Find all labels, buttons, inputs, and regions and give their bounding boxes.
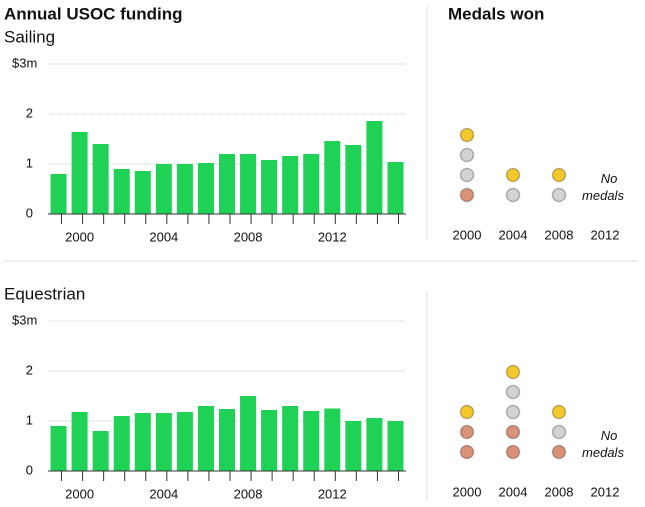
bar xyxy=(345,421,362,471)
bar xyxy=(155,413,172,471)
medal-dot xyxy=(459,404,475,420)
medal-dot xyxy=(459,127,475,143)
bar xyxy=(261,410,278,471)
bar xyxy=(387,162,404,214)
x-tick-label: 2012 xyxy=(591,227,620,242)
x-tick-label: 2004 xyxy=(499,227,528,242)
x-tick-label: 2012 xyxy=(318,229,347,244)
x-tick-label: 2012 xyxy=(591,484,620,499)
x-tick-label: 2008 xyxy=(545,484,574,499)
x-tick-label: 2008 xyxy=(234,486,263,501)
bar xyxy=(92,431,109,471)
medal-dot xyxy=(551,404,567,420)
bar xyxy=(240,154,257,214)
bar xyxy=(282,156,299,214)
bar xyxy=(366,121,383,214)
bar xyxy=(303,154,320,214)
medal-dot xyxy=(551,167,567,183)
bar xyxy=(134,413,151,471)
bar xyxy=(113,169,130,214)
bar xyxy=(113,416,130,471)
medal-dot xyxy=(459,147,475,163)
y-tick-label: 2 xyxy=(26,105,33,120)
medal-dot xyxy=(459,167,475,183)
x-tick-label: 2008 xyxy=(234,229,263,244)
x-tick-label: 2000 xyxy=(65,486,94,501)
bar xyxy=(324,408,341,471)
bar xyxy=(219,409,235,471)
bar xyxy=(324,141,341,214)
medal-dot xyxy=(505,444,521,460)
bar xyxy=(71,412,88,471)
bar xyxy=(92,144,109,214)
x-tick-label: 2004 xyxy=(499,484,528,499)
bar xyxy=(50,174,67,214)
annotation: No medals xyxy=(582,428,624,460)
y-tick-label: 0 xyxy=(26,205,33,220)
medal-dot xyxy=(459,187,475,203)
bar xyxy=(197,406,214,471)
bar xyxy=(303,411,320,471)
medal-dot xyxy=(505,187,521,203)
y-tick-label: $3m xyxy=(12,55,37,70)
medal-dot xyxy=(459,424,475,440)
bar xyxy=(387,421,404,471)
x-tick-label: 2008 xyxy=(545,227,574,242)
bar xyxy=(134,171,151,214)
y-tick-label: 1 xyxy=(26,155,33,170)
y-tick-label: $3m xyxy=(12,312,37,327)
medal-dot xyxy=(551,424,567,440)
bar xyxy=(155,164,172,214)
header-title: Annual USOC funding xyxy=(4,4,182,23)
y-tick-label: 2 xyxy=(26,362,33,377)
bar xyxy=(71,132,88,214)
bar xyxy=(50,426,67,471)
bar xyxy=(366,418,383,471)
annotation: No medals xyxy=(582,171,624,203)
x-tick-label: 2000 xyxy=(453,484,482,499)
bar xyxy=(261,160,278,214)
x-tick-label: 2004 xyxy=(149,229,178,244)
bar xyxy=(176,412,193,471)
medal-dot xyxy=(551,187,567,203)
y-tick-label: 1 xyxy=(26,412,33,427)
header-title: Medals won xyxy=(448,4,544,23)
medal-dot xyxy=(551,444,567,460)
medal-dot xyxy=(459,444,475,460)
medal-dot xyxy=(505,404,521,420)
bar xyxy=(282,406,299,471)
x-tick-label: 2004 xyxy=(149,486,178,501)
y-tick-label: 0 xyxy=(26,462,33,477)
panel-title: Sailing xyxy=(4,27,55,46)
x-tick-label: 2012 xyxy=(318,486,347,501)
bar xyxy=(240,396,257,471)
x-tick-label: 2000 xyxy=(65,229,94,244)
bar xyxy=(197,163,214,214)
medal-dot xyxy=(505,424,521,440)
medal-dot xyxy=(505,364,521,380)
medal-dot xyxy=(505,384,521,400)
bar xyxy=(219,154,235,214)
bar xyxy=(176,164,193,214)
x-tick-label: 2000 xyxy=(453,227,482,242)
bar xyxy=(345,145,362,214)
medal-dot xyxy=(505,167,521,183)
panel-title: Equestrian xyxy=(4,284,85,303)
